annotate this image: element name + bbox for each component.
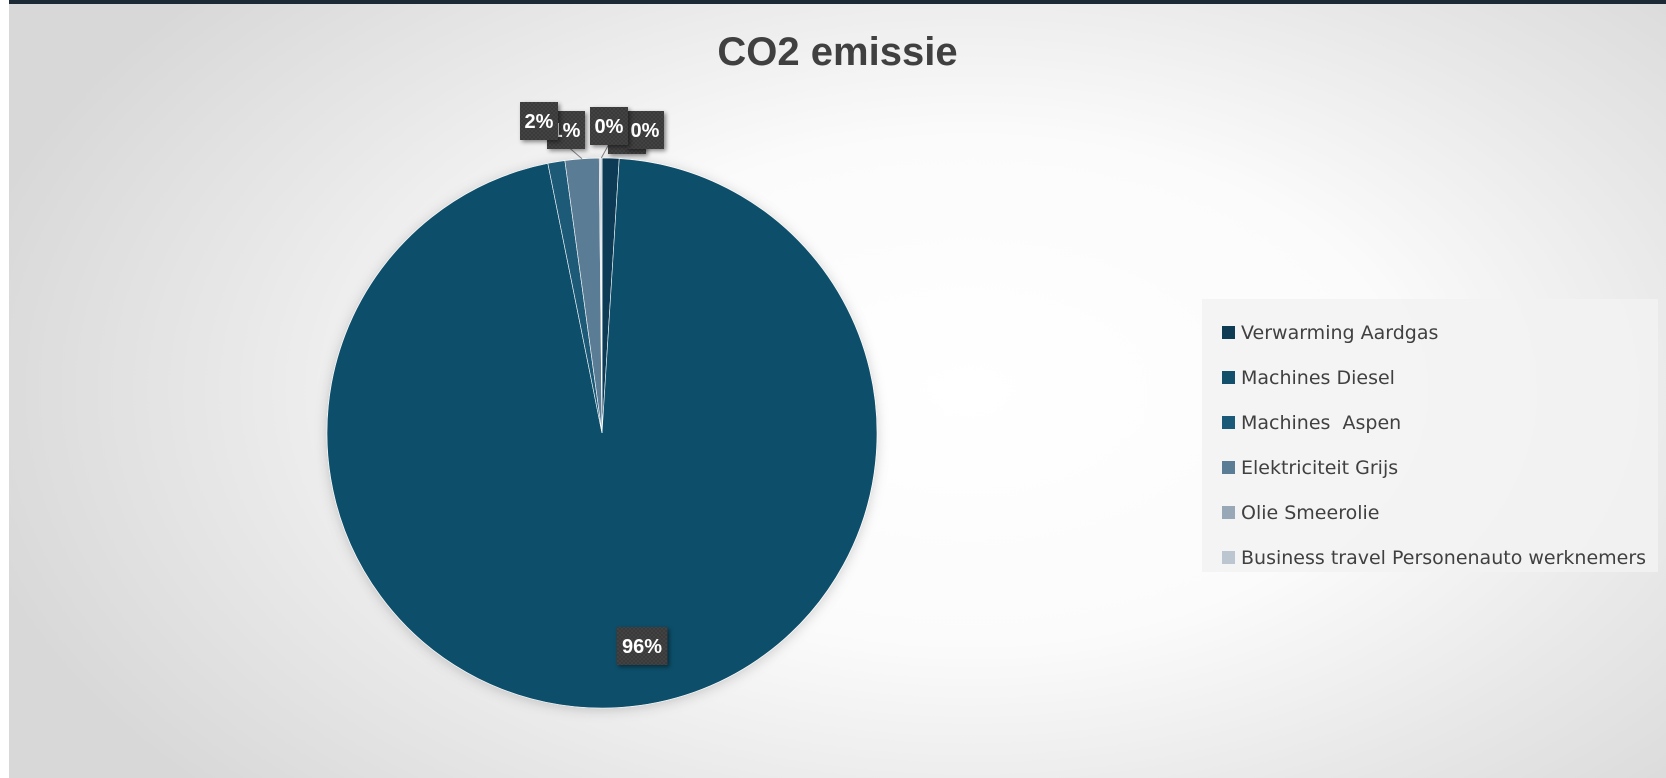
- pie-slice-machines-diesel[interactable]: [326, 158, 878, 709]
- data-label-machines-diesel: 96%: [616, 627, 668, 665]
- chart-legend[interactable]: Verwarming Aardgas Machines Diesel Machine…: [1202, 299, 1658, 572]
- pie-chart[interactable]: 1%0%1%2%0%96%: [9, 4, 1666, 778]
- legend-swatch: [1222, 416, 1235, 429]
- chart-title: CO2 emissie: [717, 30, 958, 74]
- data-label-text: 2%: [525, 111, 554, 133]
- data-label-box: [616, 627, 668, 665]
- legend-swatch: [1222, 506, 1235, 519]
- data-label-olie-smeerolie: 0%: [626, 111, 664, 149]
- data-label-text: 0%: [631, 120, 660, 142]
- data-label-box: [626, 111, 664, 149]
- legend-item-business-travel-personenauto[interactable]: Business travel Personenauto werknemers: [1222, 535, 1658, 580]
- legend-label: Elektriciteit Grijs: [1241, 456, 1399, 479]
- legend-item-olie-smeerolie[interactable]: Olie Smeerolie: [1222, 490, 1658, 535]
- data-label-text: 0%: [595, 116, 624, 138]
- data-label-business-travel-personenauto: 0%: [590, 107, 628, 145]
- data-label-box: [520, 102, 558, 140]
- sheet-left-edge: [0, 0, 9, 778]
- data-label-text: 1%: [552, 120, 581, 142]
- legend-item-elektriciteit-grijs[interactable]: Elektriciteit Grijs: [1222, 445, 1658, 490]
- legend-swatch: [1222, 326, 1235, 339]
- chart-area[interactable]: CO2 emissie 1%0%1%2%0%96% Verwarming Aar…: [9, 4, 1666, 778]
- legend-swatch: [1222, 551, 1235, 564]
- legend-label: Olie Smeerolie: [1241, 501, 1380, 524]
- leader-line-business-travel-personenauto: [600, 143, 610, 159]
- data-label-elektriciteit-grijs: 2%: [520, 102, 558, 140]
- legend-label: Business travel Personenauto werknemers: [1241, 546, 1647, 569]
- window-top-border: [0, 0, 1666, 4]
- legend-label: Machines Diesel: [1241, 366, 1395, 389]
- legend-label: Verwarming Aardgas: [1241, 321, 1439, 344]
- legend-swatch: [1222, 461, 1235, 474]
- data-label-box: [590, 107, 628, 145]
- legend-label: Machines Aspen: [1241, 411, 1402, 434]
- legend-item-machines-diesel[interactable]: Machines Diesel: [1222, 355, 1658, 400]
- legend-item-machines-aspen[interactable]: Machines Aspen: [1222, 400, 1658, 445]
- data-label-text: 96%: [622, 636, 662, 658]
- legend-swatch: [1222, 371, 1235, 384]
- legend-item-verwarming-aardgas[interactable]: Verwarming Aardgas: [1222, 310, 1658, 355]
